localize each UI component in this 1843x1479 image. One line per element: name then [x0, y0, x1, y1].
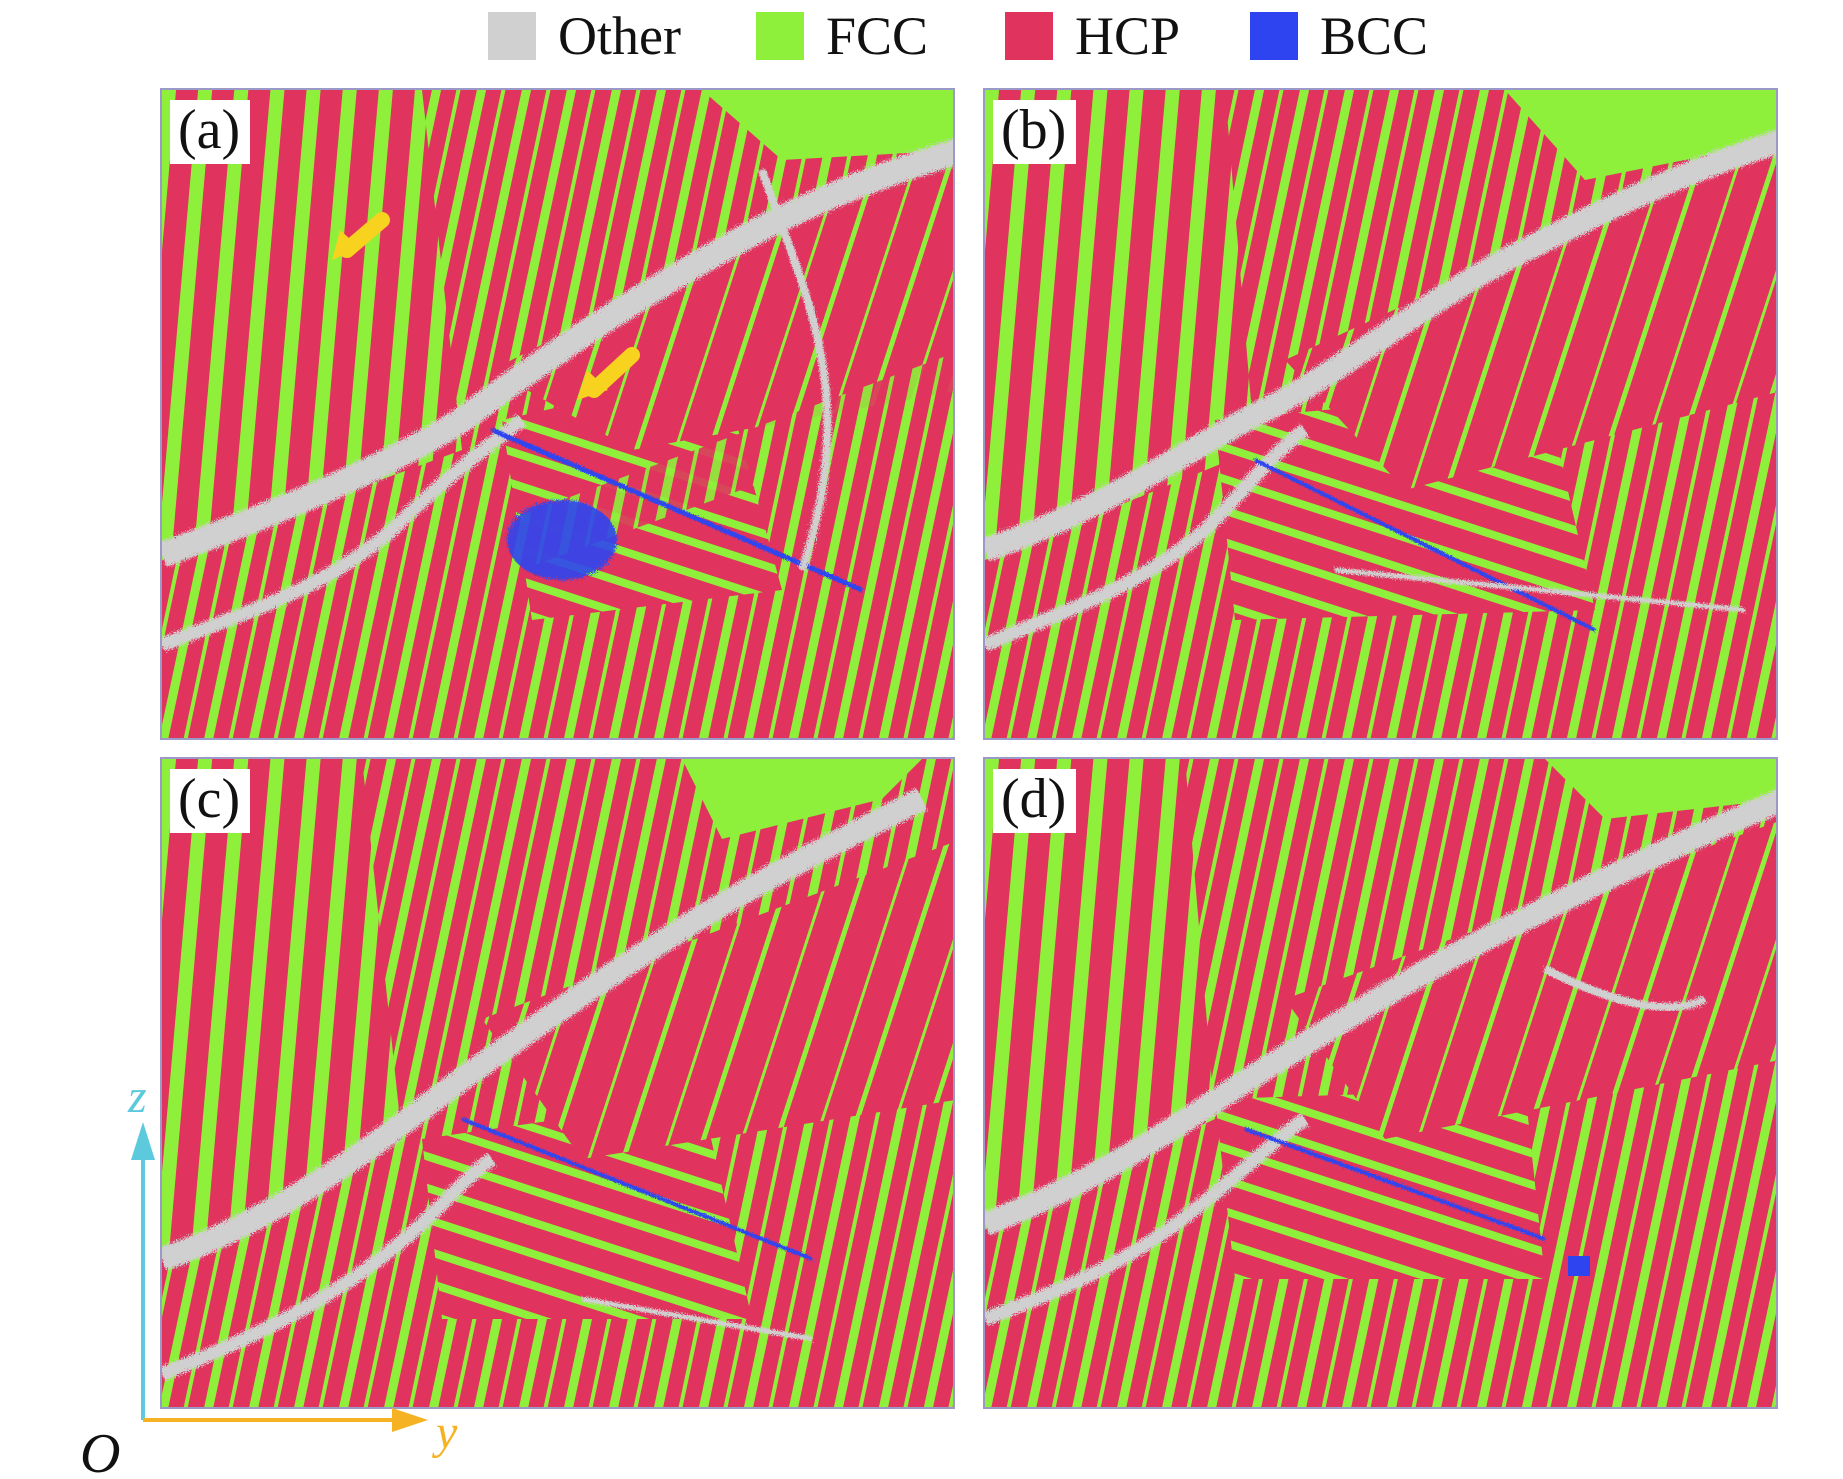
z-axis-label: z [127, 1070, 147, 1123]
panel-d: (d) [983, 757, 1778, 1409]
microstructure-map-d [985, 759, 1776, 1407]
y-axis-arrowhead [392, 1408, 428, 1432]
panel-label: (a) [170, 100, 251, 164]
legend-swatch-fcc [756, 12, 804, 60]
panel-label: (b) [993, 100, 1077, 164]
panel-a: (a) [160, 88, 955, 740]
microstructure-map-a [162, 90, 953, 738]
panel-label: (d) [993, 769, 1077, 833]
legend-label: FCC [826, 6, 929, 66]
legend-label: HCP [1075, 6, 1181, 66]
origin-label: O [80, 1423, 120, 1479]
legend-swatch-hcp [1005, 12, 1053, 60]
legend-label: Other [558, 6, 681, 66]
legend-label: BCC [1320, 6, 1429, 66]
panel-label: (c) [170, 769, 251, 833]
legend: Other FCC HCP BCC [0, 0, 1843, 70]
panel-b: (b) [983, 88, 1778, 740]
y-axis-label: y [431, 1406, 458, 1459]
legend-item-hcp: HCP [1005, 6, 1180, 66]
microstructure-map-c [162, 759, 953, 1407]
legend-swatch-other [488, 12, 536, 60]
legend-swatch-bcc [1250, 12, 1298, 60]
microstructure-map-b [985, 90, 1776, 738]
legend-item-other: Other [488, 6, 681, 66]
panel-c: (c) [160, 757, 955, 1409]
z-axis-arrowhead [131, 1122, 155, 1160]
legend-item-bcc: BCC [1250, 6, 1428, 66]
legend-item-fcc: FCC [756, 6, 928, 66]
